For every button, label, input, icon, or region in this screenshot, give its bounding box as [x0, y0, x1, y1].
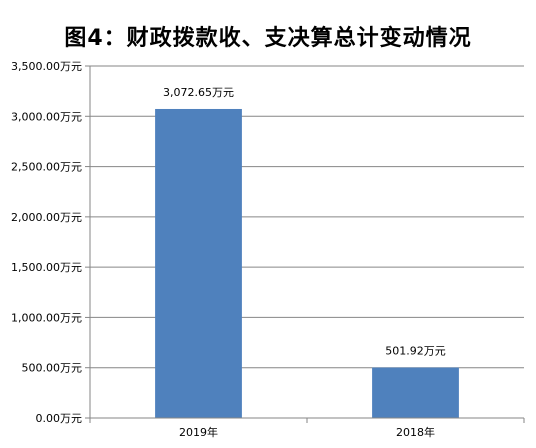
y-tick-label: 3,000.00万元	[11, 110, 82, 123]
y-tick-label: 2,500.00万元	[11, 161, 82, 174]
bar	[155, 108, 242, 419]
y-tick-label: 0.00万元	[36, 412, 83, 425]
y-tick-label: 2,000.00万元	[11, 211, 82, 224]
y-tick-label: 1,500.00万元	[11, 261, 82, 274]
y-tick-label: 1,000.00万元	[11, 311, 82, 324]
x-tick-label: 2018年	[396, 425, 435, 439]
bar	[372, 367, 459, 418]
data-label: 3,072.65万元	[163, 86, 234, 99]
x-tick-label: 2019年	[179, 425, 218, 439]
chart-title: 图4：财政拨款收、支决算总计变动情况	[64, 26, 472, 51]
y-tick-label: 500.00万元	[22, 362, 83, 375]
data-label: 501.92万元	[385, 345, 446, 358]
y-tick-label: 3,500.00万元	[11, 60, 82, 73]
